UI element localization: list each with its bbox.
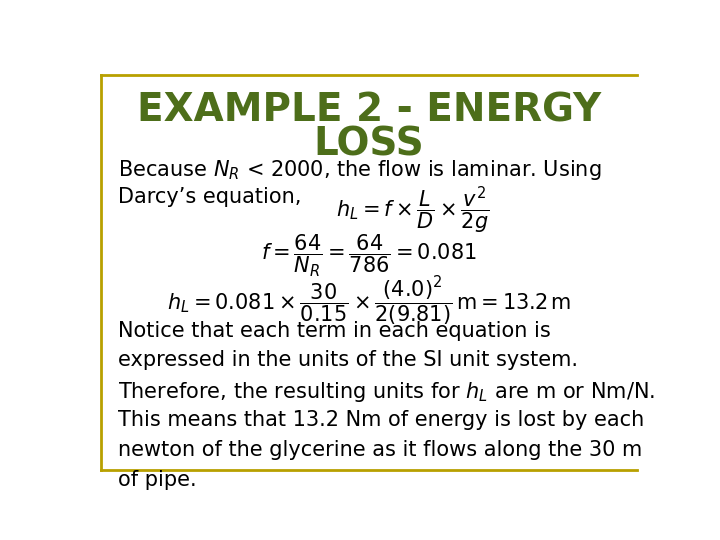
Text: $h_L = f \times \dfrac{L}{D} \times \dfrac{v^2}{2g}$: $h_L = f \times \dfrac{L}{D} \times \dfr…	[336, 185, 489, 237]
Text: $h_L = 0.081 \times \dfrac{30}{0.15} \times \dfrac{(4.0)^2}{2(9.81)}\,\mathrm{m}: $h_L = 0.081 \times \dfrac{30}{0.15} \ti…	[167, 275, 571, 328]
Text: EXAMPLE 2 - ENERGY: EXAMPLE 2 - ENERGY	[137, 92, 601, 130]
Text: LOSS: LOSS	[314, 125, 424, 163]
Text: $f = \dfrac{64}{N_R} = \dfrac{64}{786} = 0.081$: $f = \dfrac{64}{N_R} = \dfrac{64}{786} =…	[261, 233, 477, 279]
Text: newton of the glycerine as it flows along the 30 m: newton of the glycerine as it flows alon…	[118, 440, 642, 460]
Text: Notice that each term in each equation is: Notice that each term in each equation i…	[118, 321, 551, 341]
Text: This means that 13.2 Nm of energy is lost by each: This means that 13.2 Nm of energy is los…	[118, 410, 644, 430]
Text: Therefore, the resulting units for $h_L$ are m or Nm/N.: Therefore, the resulting units for $h_L$…	[118, 380, 655, 404]
Text: Because $N_R$ < 2000, the flow is laminar. Using: Because $N_R$ < 2000, the flow is lamina…	[118, 158, 601, 183]
Text: expressed in the units of the SI unit system.: expressed in the units of the SI unit sy…	[118, 350, 578, 370]
Text: of pipe.: of pipe.	[118, 470, 197, 490]
Text: Darcy’s equation,: Darcy’s equation,	[118, 187, 301, 207]
